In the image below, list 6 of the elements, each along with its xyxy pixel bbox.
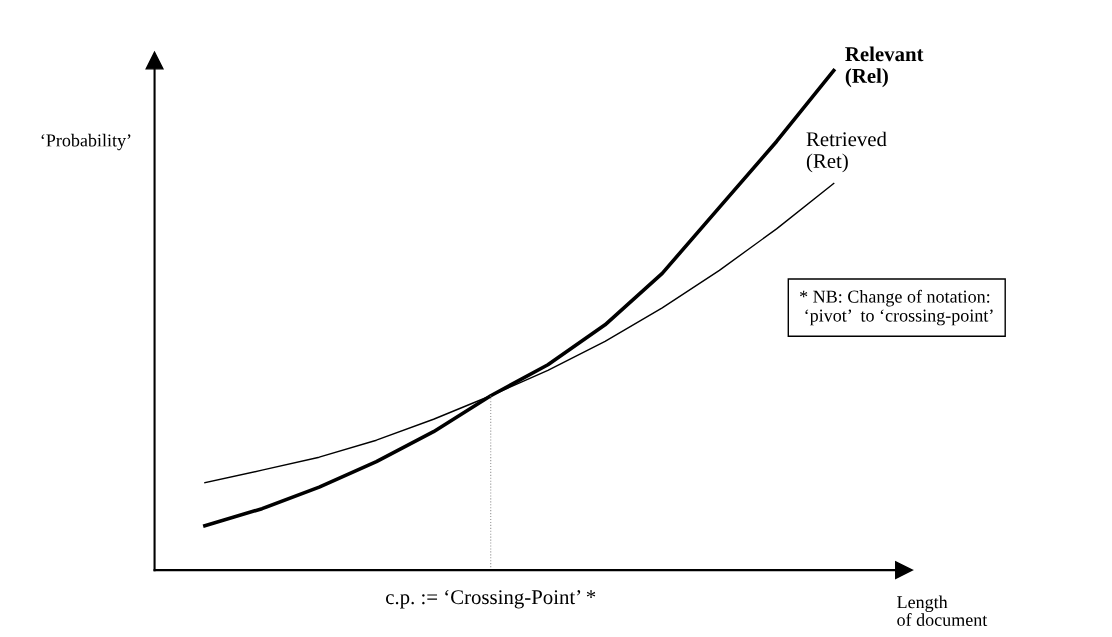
x-axis-title: Length of document [897, 595, 988, 626]
series-label: Retrieved (Ret) [806, 131, 887, 173]
series-label: Relevant (Rel) [845, 46, 924, 88]
y-axis-title: ‘Probability’ [41, 133, 131, 151]
text: c.p. := ‘Crossing-Point’ * [386, 590, 596, 609]
annotation: * NB: Change of notation: ‘pivot’ to ‘crossing-point’ [800, 289, 993, 326]
